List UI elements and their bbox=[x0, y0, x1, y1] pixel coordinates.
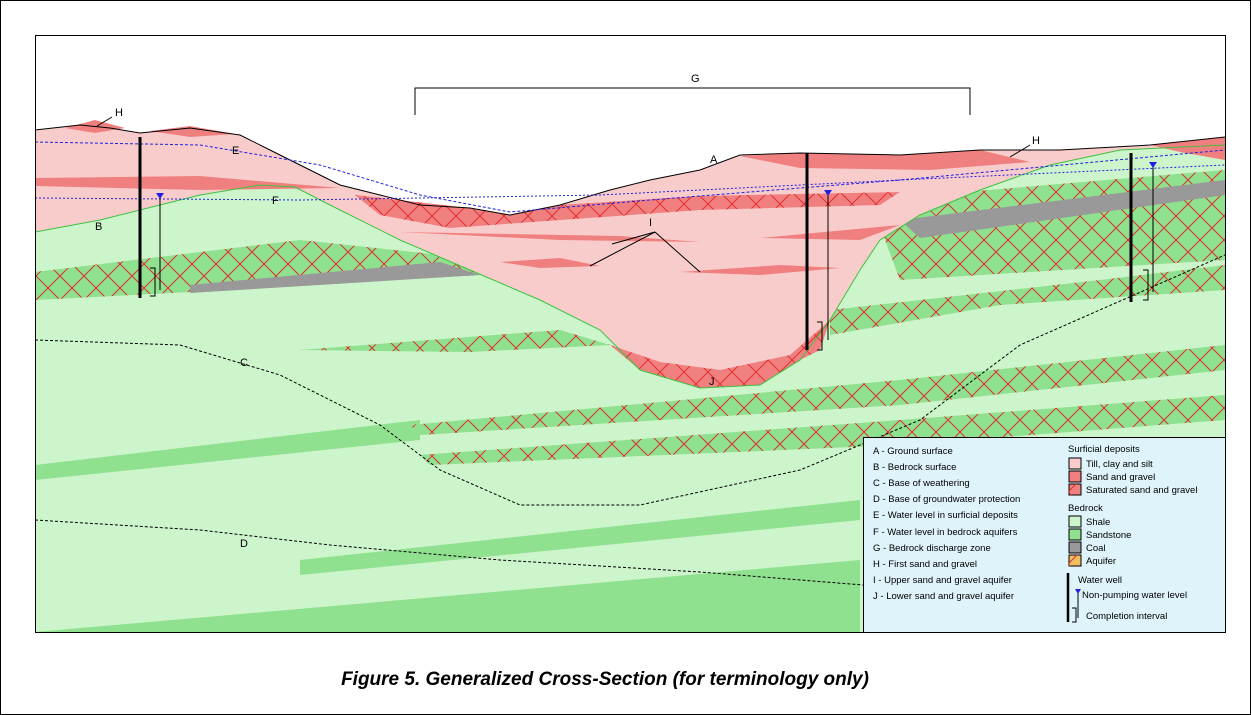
label: G bbox=[691, 73, 700, 85]
bedrock-surface bbox=[35, 144, 1225, 389]
legend-item: Sand and gravel bbox=[1086, 472, 1155, 483]
swatch bbox=[1068, 457, 1082, 470]
lens bbox=[150, 126, 235, 137]
label: A bbox=[710, 154, 718, 166]
label: H bbox=[115, 107, 123, 119]
legend-term: C - Base of weathering bbox=[873, 478, 970, 489]
aquifer bbox=[420, 395, 1225, 465]
discharge-bracket bbox=[414, 87, 971, 115]
lens bbox=[1150, 137, 1225, 160]
leaders bbox=[96, 116, 1031, 273]
label: E bbox=[232, 145, 239, 157]
completion-interval bbox=[1143, 269, 1149, 301]
caption: Figure 5. Generalized Cross-Section (for… bbox=[341, 669, 869, 690]
completion-interval bbox=[817, 321, 823, 351]
lens bbox=[740, 150, 1030, 170]
water-level-marker bbox=[1149, 162, 1157, 168]
lens bbox=[500, 258, 600, 268]
aquifer bbox=[410, 345, 1225, 435]
legend-item: Coal bbox=[1086, 543, 1106, 554]
completion-symbol bbox=[1072, 607, 1077, 623]
legend: A - Ground surface B - Bedrock surface C… bbox=[863, 437, 1226, 633]
water-level-markers bbox=[156, 162, 1157, 199]
aquifer bbox=[830, 265, 1225, 335]
label: H bbox=[1032, 135, 1040, 147]
cross-section: A B C D E F G H H I J bbox=[35, 35, 1225, 632]
label: C bbox=[240, 357, 248, 369]
lens bbox=[760, 225, 900, 240]
till bbox=[35, 125, 1225, 388]
aquifer bbox=[35, 240, 480, 300]
label: I bbox=[649, 217, 652, 229]
legend-term: A - Ground surface bbox=[873, 446, 953, 457]
legend-term: G - Bedrock discharge zone bbox=[873, 543, 991, 554]
coal bbox=[900, 180, 1225, 238]
water-level-symbol bbox=[1075, 589, 1081, 594]
legend-heading: Surficial deposits bbox=[1068, 444, 1140, 455]
saturated-hatch bbox=[355, 192, 900, 228]
legend-term: B - Bedrock surface bbox=[873, 462, 956, 473]
swatch bbox=[1068, 528, 1082, 541]
label: B bbox=[95, 221, 102, 233]
lens bbox=[35, 176, 340, 190]
saturated-hatch bbox=[610, 320, 830, 388]
sandstone bbox=[35, 560, 860, 632]
diagram-frame bbox=[35, 35, 1226, 633]
coal bbox=[190, 262, 480, 293]
lens bbox=[680, 265, 840, 275]
legend-term: J - Lower sand and gravel aquifer bbox=[873, 591, 1014, 602]
legend-term: D - Base of groundwater protection bbox=[873, 494, 1020, 505]
swatch bbox=[1068, 515, 1082, 528]
legend-term: H - First sand and gravel bbox=[873, 559, 977, 570]
legend-item: Till, clay and silt bbox=[1086, 459, 1153, 470]
leader bbox=[654, 231, 701, 273]
label: D bbox=[240, 538, 248, 550]
legend-item: Saturated sand and gravel bbox=[1086, 485, 1197, 496]
legend-item: Completion interval bbox=[1086, 611, 1167, 622]
ground-surface bbox=[35, 124, 1225, 216]
swatch bbox=[1068, 541, 1082, 554]
legend-term: E - Water level in surficial deposits bbox=[873, 510, 1018, 521]
leader bbox=[96, 116, 113, 127]
water-level-marker bbox=[824, 190, 832, 196]
aquifers bbox=[35, 170, 1225, 465]
sand-gravel bbox=[35, 120, 1225, 275]
swatch-hatch bbox=[1069, 555, 1081, 566]
base-of-groundwater-protection bbox=[35, 519, 864, 586]
legend-item: Non-pumping water level bbox=[1082, 590, 1187, 601]
label: J bbox=[709, 376, 715, 388]
legend-term: I - Upper sand and gravel aquifer bbox=[873, 575, 1012, 586]
sandstone bbox=[300, 500, 860, 575]
water-level-bedrock bbox=[35, 164, 1225, 201]
swatch bbox=[1068, 470, 1082, 483]
legend-item: Aquifer bbox=[1086, 556, 1116, 567]
lens bbox=[400, 232, 700, 242]
legend-item: Sandstone bbox=[1086, 530, 1131, 541]
completion-interval bbox=[150, 267, 156, 297]
wells bbox=[138, 137, 1154, 351]
swatch-hatch bbox=[1069, 484, 1081, 495]
leader bbox=[1009, 144, 1031, 158]
water-level-marker bbox=[156, 193, 164, 199]
legend-box bbox=[863, 437, 1226, 633]
legend-term: F - Water level in bedrock aquifers bbox=[873, 527, 1018, 538]
legend-heading: Bedrock bbox=[1068, 503, 1103, 514]
water-level-surficial bbox=[35, 141, 1225, 213]
sandstone bbox=[35, 420, 420, 480]
legend-item: Shale bbox=[1086, 517, 1110, 528]
label: F bbox=[272, 195, 279, 207]
leader bbox=[589, 231, 656, 267]
aquifer bbox=[300, 330, 610, 352]
leader bbox=[611, 231, 656, 245]
legend-item: Water well bbox=[1078, 575, 1122, 586]
